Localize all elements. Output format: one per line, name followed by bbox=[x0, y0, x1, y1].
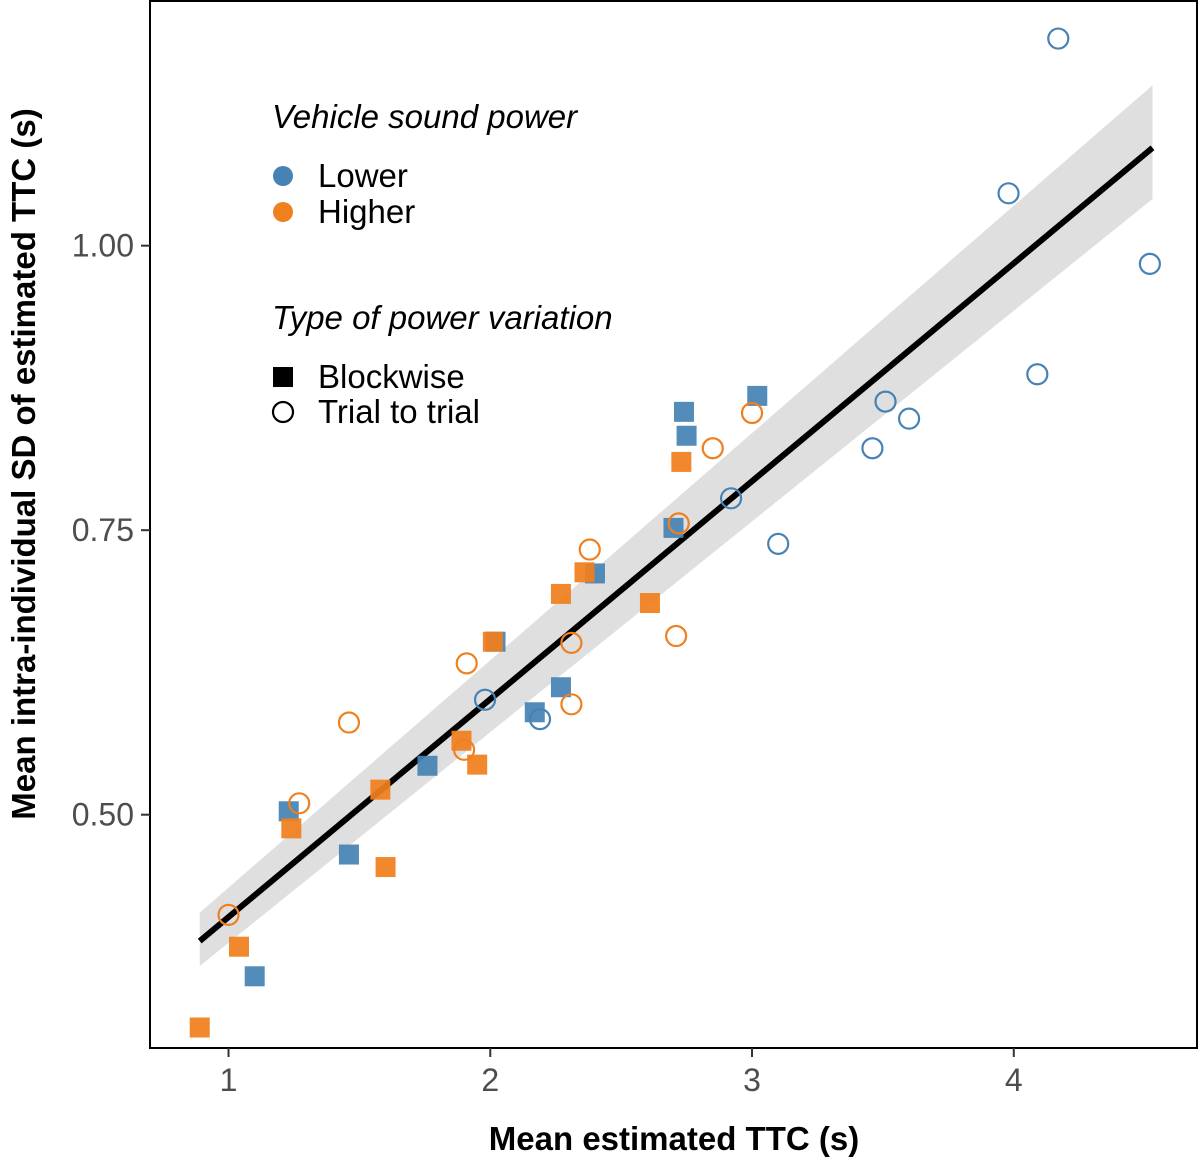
data-point-circle bbox=[578, 538, 601, 561]
regression-line bbox=[197, 145, 1155, 944]
data-point-square bbox=[676, 425, 697, 446]
legend-label-square: Blockwise bbox=[318, 358, 465, 395]
series-higher-circle bbox=[217, 401, 764, 926]
data-point-circle bbox=[701, 437, 724, 460]
x-axis-title: Mean estimated TTC (s) bbox=[489, 1120, 859, 1157]
data-point-square bbox=[747, 385, 768, 406]
legend-title-shape: Type of power variation bbox=[272, 299, 613, 336]
data-point-square bbox=[338, 844, 359, 865]
legend-label-higher: Higher bbox=[318, 193, 415, 230]
data-point-square bbox=[482, 631, 503, 652]
y-tick-label: 0.50 bbox=[72, 797, 134, 833]
legend-title-color: Vehicle sound power bbox=[272, 98, 579, 135]
data-point-circle bbox=[997, 182, 1020, 205]
data-point-circle bbox=[1026, 363, 1049, 386]
plot-frame bbox=[149, 0, 1198, 1049]
data-point-circle bbox=[453, 738, 476, 761]
data-point-circle bbox=[1138, 252, 1161, 275]
data-point-square bbox=[639, 593, 660, 614]
data-points-layer bbox=[189, 27, 1161, 1038]
data-point-square bbox=[370, 779, 391, 800]
data-point-circle bbox=[288, 792, 311, 815]
data-point-circle bbox=[665, 624, 688, 648]
data-point-circle bbox=[1047, 27, 1070, 50]
data-point-square bbox=[228, 936, 249, 957]
data-point-square bbox=[417, 755, 438, 776]
legend-key-higher-icon bbox=[273, 202, 293, 222]
data-point-circle bbox=[337, 711, 361, 734]
data-point-square bbox=[278, 801, 299, 822]
legend-label-circle: Trial to trial bbox=[318, 393, 480, 430]
data-point-square bbox=[244, 966, 265, 987]
series-lower-circle bbox=[473, 27, 1161, 731]
x-tick-label: 2 bbox=[481, 1062, 499, 1098]
legend-key-square-icon bbox=[273, 367, 293, 387]
regression-line-layer bbox=[197, 145, 1155, 944]
data-point-circle bbox=[861, 437, 884, 460]
data-point-square bbox=[574, 562, 595, 583]
data-point-square bbox=[550, 677, 571, 698]
data-point-square bbox=[524, 702, 545, 723]
y-axis-title: Mean intra-individual SD of estimated TT… bbox=[5, 108, 42, 819]
data-point-circle bbox=[667, 512, 690, 535]
data-point-square bbox=[663, 517, 684, 538]
data-point-circle bbox=[767, 532, 790, 555]
data-point-circle bbox=[560, 631, 583, 654]
data-point-circle bbox=[473, 688, 497, 711]
data-point-square bbox=[281, 818, 302, 839]
data-point-circle bbox=[455, 652, 478, 675]
data-point-square bbox=[550, 583, 571, 604]
x-tick-label: 4 bbox=[1005, 1062, 1023, 1098]
x-tick-label: 3 bbox=[743, 1062, 761, 1098]
data-point-circle bbox=[217, 903, 240, 926]
axis-ticks-layer: 1 2 3 4 0.50 0.75 1.00 bbox=[72, 228, 1023, 1098]
y-tick-label: 1.00 bbox=[72, 228, 134, 264]
data-point-circle bbox=[560, 693, 583, 716]
y-tick-label: 0.75 bbox=[72, 512, 134, 548]
data-point-square bbox=[673, 401, 694, 422]
plot-frame-layer bbox=[149, 0, 1198, 1049]
data-point-circle bbox=[719, 487, 743, 510]
data-point-square bbox=[189, 1017, 210, 1038]
data-point-circle bbox=[874, 390, 897, 413]
data-point-circle bbox=[528, 708, 552, 731]
data-point-circle bbox=[897, 407, 921, 430]
data-point-square bbox=[467, 754, 488, 775]
legend-label-lower: Lower bbox=[318, 157, 408, 194]
x-tick-label: 1 bbox=[220, 1062, 238, 1098]
data-point-circle bbox=[740, 401, 764, 425]
legend-key-circle-icon bbox=[271, 400, 295, 424]
data-point-square bbox=[375, 857, 396, 878]
data-point-square bbox=[671, 451, 692, 472]
legend-key-lower-icon bbox=[273, 166, 293, 186]
